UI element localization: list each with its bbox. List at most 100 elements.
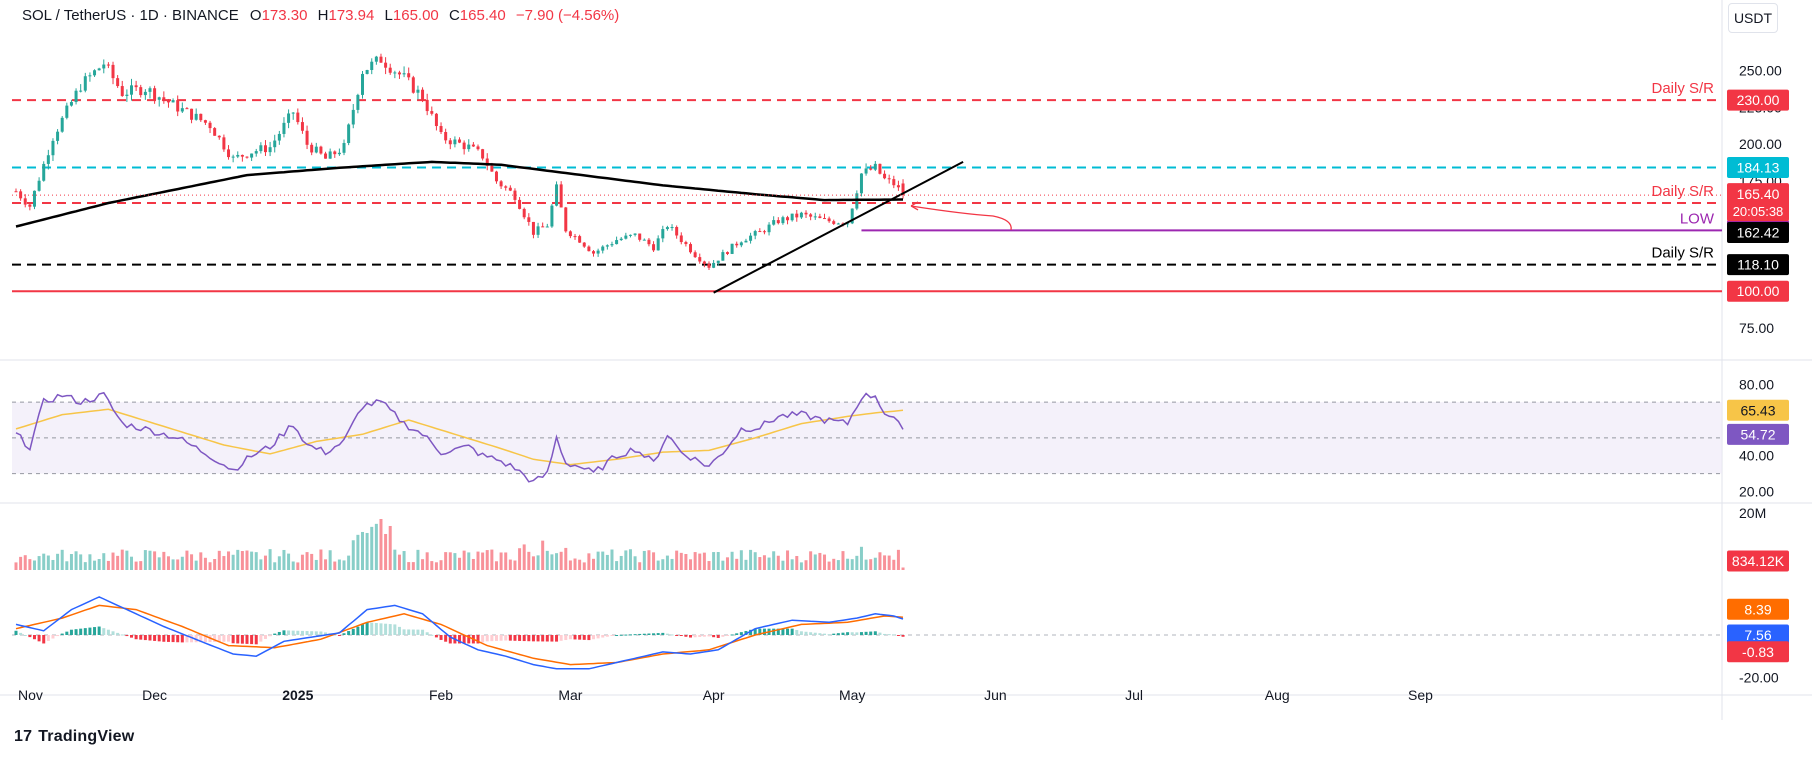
macd-histogram-bar <box>166 635 170 642</box>
tradingview-logo-icon: 17 <box>14 728 33 745</box>
volume-bar <box>231 554 235 570</box>
volume-bar <box>633 556 637 570</box>
macd-histogram-bar <box>665 633 669 635</box>
macd-histogram-bar <box>273 633 277 635</box>
symbol-title[interactable]: SOL / TetherUS · 1D · BINANCE <box>22 7 239 24</box>
volume-bar <box>490 549 494 570</box>
candle-body <box>190 108 194 120</box>
macd-histogram-bar <box>116 632 120 635</box>
macd-histogram-bar <box>716 635 720 638</box>
tradingview-logo[interactable]: 17 TradingView <box>14 728 134 746</box>
volume-bar <box>601 551 605 570</box>
volume-bar <box>356 534 360 570</box>
macd-histogram-bar <box>79 628 83 635</box>
volume-bar <box>652 552 656 570</box>
badge-support-100-bg <box>1727 280 1789 302</box>
candle-body <box>56 131 60 141</box>
volume-bar <box>508 559 512 570</box>
volume-bar <box>411 562 415 570</box>
candle-body <box>781 217 785 224</box>
volume-bar <box>859 546 863 570</box>
volume-bar <box>444 552 448 570</box>
macd-histogram-bar <box>896 635 900 636</box>
candle-body <box>166 99 170 103</box>
macd-histogram-bar <box>143 635 147 641</box>
candle-body <box>203 120 207 123</box>
macd-histogram-bar <box>541 635 545 642</box>
macd-histogram-bar <box>153 635 157 641</box>
low-value: 165.00 <box>392 7 439 24</box>
volume-bar <box>813 554 817 570</box>
candle-body <box>83 76 87 91</box>
volume-bar <box>106 560 110 570</box>
macd-signal-line <box>15 604 904 666</box>
candle-body <box>106 64 110 66</box>
candle-body <box>148 88 152 92</box>
volume-bar <box>781 560 785 570</box>
price-tick-label: 75.00 <box>1739 320 1774 336</box>
candle-body <box>430 111 434 114</box>
macd-histogram-bar <box>559 635 563 641</box>
macd-histogram-bar <box>490 635 494 642</box>
volume-bar <box>185 550 189 570</box>
volume-bar <box>425 552 429 570</box>
time-tick-label: Dec <box>142 687 167 703</box>
candle-body <box>143 91 147 96</box>
macd-histogram-bar <box>846 632 850 635</box>
macd-histogram-bar <box>772 628 776 635</box>
macd-histogram-bar <box>827 634 831 636</box>
candle-body <box>739 242 743 246</box>
candle-body <box>638 233 642 240</box>
candle-body <box>767 224 771 233</box>
volume-bar <box>51 559 55 570</box>
candle-body <box>361 73 364 95</box>
volume-bar <box>139 561 143 570</box>
candle-body <box>601 246 605 251</box>
macd-histogram-bar <box>416 629 420 635</box>
macd-histogram-bar <box>393 624 397 635</box>
volume-bar <box>739 550 743 570</box>
candle-body <box>250 153 254 158</box>
macd-histogram-bar <box>675 635 679 636</box>
volume-bar <box>268 549 272 570</box>
candle-body <box>208 122 212 129</box>
candle-body <box>896 185 900 188</box>
volume-bar <box>250 551 254 570</box>
volume-bar <box>157 557 161 570</box>
candle-body <box>550 205 554 227</box>
volume-bar <box>162 551 166 570</box>
volume-bar <box>568 560 572 570</box>
candle-body <box>51 140 55 156</box>
macd-histogram-bar <box>356 626 360 635</box>
volume-bar <box>462 550 466 570</box>
macd-histogram-bar <box>402 629 406 635</box>
volume-bar <box>735 558 739 570</box>
candle-body <box>878 163 882 174</box>
volume-bar <box>684 554 688 570</box>
macd-histogram-bar <box>850 632 854 635</box>
candle-body <box>689 244 693 253</box>
candle-body <box>407 73 411 78</box>
open-value: 173.30 <box>261 7 308 24</box>
macd-histogram-bar <box>522 635 526 642</box>
candle-body <box>656 238 660 251</box>
macd-histogram-bar <box>407 629 411 635</box>
volume-bar <box>531 556 535 570</box>
volume-bar <box>130 556 133 570</box>
candle-body <box>120 86 124 96</box>
macd-histogram-bar <box>458 635 462 644</box>
price-badges: 230.00184.13160.00141.41118.10100.00165.… <box>1727 89 1789 663</box>
volume-bar <box>850 559 854 570</box>
candle-body <box>541 226 545 228</box>
candle-body <box>65 105 69 118</box>
macd-histogram-bar <box>855 632 859 635</box>
currency-button[interactable]: USDT <box>1728 3 1778 33</box>
volume-bar <box>125 550 129 570</box>
candle-body <box>162 97 166 100</box>
candle-body <box>42 163 46 181</box>
badge-daily-sr-118-bg <box>1727 254 1789 276</box>
volume-bar <box>217 550 221 570</box>
candle-body <box>869 168 873 170</box>
volume-bar <box>864 559 868 570</box>
volume-bar <box>111 552 115 570</box>
